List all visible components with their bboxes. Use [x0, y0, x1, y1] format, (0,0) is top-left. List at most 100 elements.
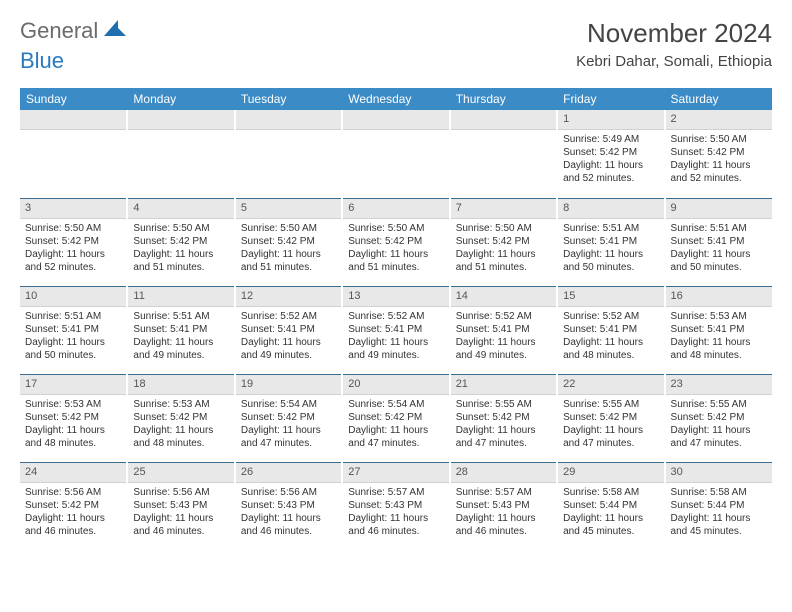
- calendar-row: 1Sunrise: 5:49 AMSunset: 5:42 PMDaylight…: [20, 110, 772, 198]
- sunrise-text: Sunrise: 5:50 AM: [241, 222, 336, 235]
- daylight-text: Daylight: 11 hours and 49 minutes.: [456, 336, 551, 362]
- calendar-cell: 27Sunrise: 5:57 AMSunset: 5:43 PMDayligh…: [342, 462, 449, 550]
- day-number: 2: [666, 110, 772, 130]
- day-number: 4: [128, 198, 233, 219]
- day-details: Sunrise: 5:56 AMSunset: 5:43 PMDaylight:…: [128, 483, 233, 543]
- day-details: Sunrise: 5:55 AMSunset: 5:42 PMDaylight:…: [666, 395, 772, 455]
- weekday-header: Tuesday: [235, 88, 342, 110]
- day-number: 6: [343, 198, 448, 219]
- day-details: Sunrise: 5:50 AMSunset: 5:42 PMDaylight:…: [666, 130, 772, 190]
- daylight-text: Daylight: 11 hours and 49 minutes.: [348, 336, 443, 362]
- daylight-text: Daylight: 11 hours and 47 minutes.: [348, 424, 443, 450]
- daylight-text: Daylight: 11 hours and 52 minutes.: [671, 159, 767, 185]
- sunrise-text: Sunrise: 5:52 AM: [456, 310, 551, 323]
- daylight-text: Daylight: 11 hours and 48 minutes.: [671, 336, 767, 362]
- sunrise-text: Sunrise: 5:56 AM: [25, 486, 121, 499]
- daylight-text: Daylight: 11 hours and 47 minutes.: [671, 424, 767, 450]
- day-number: 20: [343, 374, 448, 395]
- brand-logo: General: [20, 18, 126, 44]
- daylight-text: Daylight: 11 hours and 45 minutes.: [563, 512, 658, 538]
- brand-sail-icon: [104, 18, 126, 44]
- sunrise-text: Sunrise: 5:52 AM: [241, 310, 336, 323]
- weekday-header: Sunday: [20, 88, 127, 110]
- calendar-row: 24Sunrise: 5:56 AMSunset: 5:42 PMDayligh…: [20, 462, 772, 550]
- sunset-text: Sunset: 5:42 PM: [133, 235, 228, 248]
- sunrise-text: Sunrise: 5:50 AM: [348, 222, 443, 235]
- daylight-text: Daylight: 11 hours and 48 minutes.: [563, 336, 658, 362]
- day-number: 26: [236, 462, 341, 483]
- day-details: Sunrise: 5:52 AMSunset: 5:41 PMDaylight:…: [451, 307, 556, 367]
- day-details: Sunrise: 5:50 AMSunset: 5:42 PMDaylight:…: [128, 219, 233, 279]
- day-number: [128, 110, 233, 130]
- sunrise-text: Sunrise: 5:51 AM: [25, 310, 121, 323]
- weekday-header: Thursday: [450, 88, 557, 110]
- sunset-text: Sunset: 5:41 PM: [133, 323, 228, 336]
- calendar-cell: 11Sunrise: 5:51 AMSunset: 5:41 PMDayligh…: [127, 286, 234, 374]
- calendar-cell: 19Sunrise: 5:54 AMSunset: 5:42 PMDayligh…: [235, 374, 342, 462]
- sunset-text: Sunset: 5:41 PM: [563, 235, 658, 248]
- day-number: 29: [558, 462, 663, 483]
- day-details: Sunrise: 5:56 AMSunset: 5:43 PMDaylight:…: [236, 483, 341, 543]
- daylight-text: Daylight: 11 hours and 51 minutes.: [456, 248, 551, 274]
- sunrise-text: Sunrise: 5:50 AM: [133, 222, 228, 235]
- daylight-text: Daylight: 11 hours and 49 minutes.: [133, 336, 228, 362]
- day-number: 17: [20, 374, 126, 395]
- day-number: 8: [558, 198, 663, 219]
- calendar-row: 17Sunrise: 5:53 AMSunset: 5:42 PMDayligh…: [20, 374, 772, 462]
- month-title: November 2024: [576, 18, 772, 49]
- sunrise-text: Sunrise: 5:55 AM: [456, 398, 551, 411]
- sunset-text: Sunset: 5:42 PM: [456, 235, 551, 248]
- sunset-text: Sunset: 5:42 PM: [241, 411, 336, 424]
- sunrise-text: Sunrise: 5:50 AM: [25, 222, 121, 235]
- daylight-text: Daylight: 11 hours and 47 minutes.: [456, 424, 551, 450]
- calendar-cell: 26Sunrise: 5:56 AMSunset: 5:43 PMDayligh…: [235, 462, 342, 550]
- sunset-text: Sunset: 5:42 PM: [348, 235, 443, 248]
- daylight-text: Daylight: 11 hours and 47 minutes.: [563, 424, 658, 450]
- sunrise-text: Sunrise: 5:56 AM: [133, 486, 228, 499]
- sunrise-text: Sunrise: 5:56 AM: [241, 486, 336, 499]
- calendar-cell: 14Sunrise: 5:52 AMSunset: 5:41 PMDayligh…: [450, 286, 557, 374]
- day-number: 7: [451, 198, 556, 219]
- daylight-text: Daylight: 11 hours and 51 minutes.: [348, 248, 443, 274]
- day-details: Sunrise: 5:57 AMSunset: 5:43 PMDaylight:…: [343, 483, 448, 543]
- daylight-text: Daylight: 11 hours and 46 minutes.: [241, 512, 336, 538]
- sunset-text: Sunset: 5:41 PM: [348, 323, 443, 336]
- day-details: Sunrise: 5:55 AMSunset: 5:42 PMDaylight:…: [558, 395, 663, 455]
- day-number: 24: [20, 462, 126, 483]
- calendar-cell: 9Sunrise: 5:51 AMSunset: 5:41 PMDaylight…: [665, 198, 772, 286]
- calendar-cell: 25Sunrise: 5:56 AMSunset: 5:43 PMDayligh…: [127, 462, 234, 550]
- day-number: 9: [666, 198, 772, 219]
- calendar-cell: 3Sunrise: 5:50 AMSunset: 5:42 PMDaylight…: [20, 198, 127, 286]
- daylight-text: Daylight: 11 hours and 45 minutes.: [671, 512, 767, 538]
- day-details: Sunrise: 5:53 AMSunset: 5:42 PMDaylight:…: [128, 395, 233, 455]
- day-number: 13: [343, 286, 448, 307]
- sunrise-text: Sunrise: 5:57 AM: [456, 486, 551, 499]
- sunrise-text: Sunrise: 5:55 AM: [671, 398, 767, 411]
- calendar-cell: 18Sunrise: 5:53 AMSunset: 5:42 PMDayligh…: [127, 374, 234, 462]
- calendar-cell: [20, 110, 127, 198]
- day-details: Sunrise: 5:52 AMSunset: 5:41 PMDaylight:…: [558, 307, 663, 367]
- day-details: Sunrise: 5:55 AMSunset: 5:42 PMDaylight:…: [451, 395, 556, 455]
- title-block: November 2024 Kebri Dahar, Somali, Ethio…: [576, 18, 772, 70]
- calendar-cell: 23Sunrise: 5:55 AMSunset: 5:42 PMDayligh…: [665, 374, 772, 462]
- day-details: Sunrise: 5:57 AMSunset: 5:43 PMDaylight:…: [451, 483, 556, 543]
- sunset-text: Sunset: 5:42 PM: [241, 235, 336, 248]
- calendar-cell: [235, 110, 342, 198]
- sunrise-text: Sunrise: 5:52 AM: [348, 310, 443, 323]
- location-text: Kebri Dahar, Somali, Ethiopia: [576, 53, 772, 70]
- sunrise-text: Sunrise: 5:53 AM: [25, 398, 121, 411]
- calendar-cell: 15Sunrise: 5:52 AMSunset: 5:41 PMDayligh…: [557, 286, 664, 374]
- calendar-cell: [342, 110, 449, 198]
- weekday-header: Saturday: [665, 88, 772, 110]
- sunset-text: Sunset: 5:42 PM: [671, 411, 767, 424]
- day-number: 30: [666, 462, 772, 483]
- day-details: Sunrise: 5:50 AMSunset: 5:42 PMDaylight:…: [343, 219, 448, 279]
- day-number: 12: [236, 286, 341, 307]
- sunrise-text: Sunrise: 5:49 AM: [563, 133, 658, 146]
- daylight-text: Daylight: 11 hours and 48 minutes.: [25, 424, 121, 450]
- sunrise-text: Sunrise: 5:53 AM: [671, 310, 767, 323]
- sunset-text: Sunset: 5:41 PM: [671, 235, 767, 248]
- day-number: [451, 110, 556, 130]
- sunrise-text: Sunrise: 5:51 AM: [563, 222, 658, 235]
- sunrise-text: Sunrise: 5:55 AM: [563, 398, 658, 411]
